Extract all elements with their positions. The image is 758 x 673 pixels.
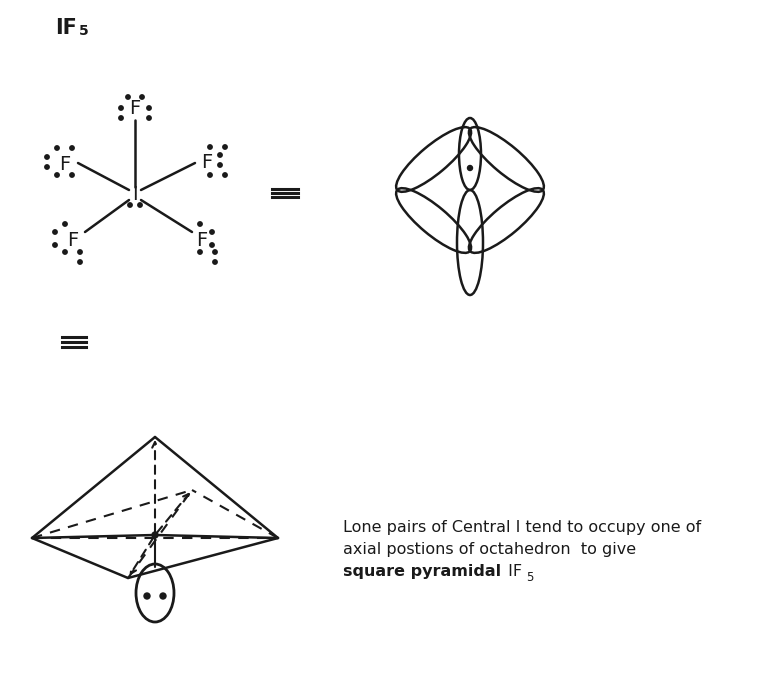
Text: F: F [67,230,79,250]
Circle shape [223,145,227,149]
Circle shape [78,260,82,264]
Circle shape [208,173,212,177]
Circle shape [55,146,59,150]
Circle shape [208,145,212,149]
Circle shape [70,146,74,150]
Circle shape [213,260,218,264]
Circle shape [198,250,202,254]
Circle shape [119,106,124,110]
Text: Lone pairs of Central I tend to occupy one of: Lone pairs of Central I tend to occupy o… [343,520,701,535]
Text: I: I [132,186,138,205]
Text: F: F [130,98,141,118]
Circle shape [218,153,222,157]
Circle shape [70,173,74,177]
Circle shape [152,532,158,538]
Circle shape [223,173,227,177]
Circle shape [128,203,132,207]
Circle shape [63,250,67,254]
Text: axial postions of octahedron  to give: axial postions of octahedron to give [343,542,636,557]
Circle shape [147,116,151,120]
Text: F: F [196,230,208,250]
Circle shape [147,106,151,110]
Text: IF: IF [503,564,522,579]
Circle shape [63,222,67,226]
Circle shape [468,166,472,170]
Circle shape [210,229,215,234]
Circle shape [218,163,222,167]
Text: IF: IF [55,18,77,38]
Text: F: F [202,153,213,172]
Circle shape [210,243,215,247]
Circle shape [139,95,144,99]
Circle shape [78,250,82,254]
Circle shape [53,229,57,234]
Text: square pyramidal: square pyramidal [343,564,501,579]
Circle shape [45,155,49,160]
Text: F: F [59,155,70,174]
Circle shape [138,203,143,207]
Circle shape [126,95,130,99]
Circle shape [45,165,49,169]
Text: 5: 5 [79,24,89,38]
Circle shape [213,250,218,254]
Circle shape [119,116,124,120]
Circle shape [53,243,57,247]
Circle shape [198,222,202,226]
Circle shape [144,593,150,599]
Circle shape [160,593,166,599]
Text: 5: 5 [526,571,534,584]
Circle shape [55,173,59,177]
